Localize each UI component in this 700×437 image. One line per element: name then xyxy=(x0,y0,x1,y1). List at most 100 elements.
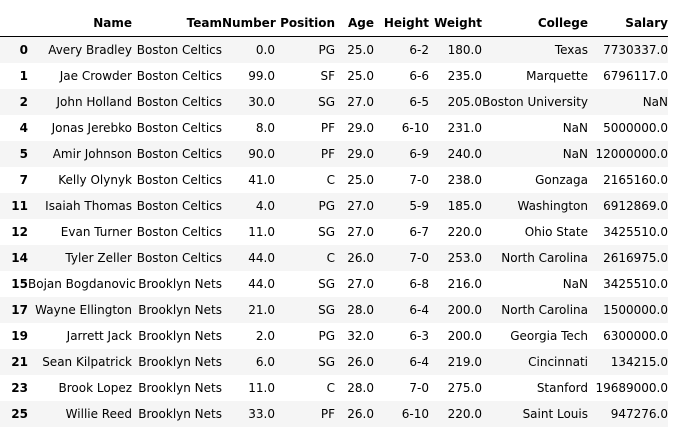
cell-position: SG xyxy=(318,225,335,239)
column-header-age: Age xyxy=(335,10,374,37)
cell-number: 0.0 xyxy=(255,43,275,57)
cell-weight: 231.0 xyxy=(447,121,482,135)
cell-team: Boston Celtics xyxy=(136,69,222,83)
cell-age: 29.0 xyxy=(347,147,374,161)
row-index: 2 xyxy=(19,95,28,109)
cell-age: 28.0 xyxy=(347,303,374,317)
row-index: 4 xyxy=(19,121,28,135)
cell-number: 44.0 xyxy=(248,251,275,265)
cell-age: 26.0 xyxy=(347,355,374,369)
cell-age: 27.0 xyxy=(347,199,374,213)
row-index: 1 xyxy=(19,69,28,83)
cell-salary: 19689000.0 xyxy=(595,381,668,395)
cell-team: Boston Celtics xyxy=(136,225,222,239)
cell-age: 26.0 xyxy=(347,251,374,265)
row-index: 14 xyxy=(11,251,28,265)
cell-name: Willie Reed xyxy=(65,407,132,421)
cell-name: Kelly Olynyk xyxy=(58,173,132,187)
cell-team: Brooklyn Nets xyxy=(138,329,222,343)
cell-age: 29.0 xyxy=(347,121,374,135)
cell-height: 6-10 xyxy=(401,121,429,135)
cell-height: 6-6 xyxy=(409,69,429,83)
cell-college: Boston University xyxy=(482,95,588,109)
cell-height: 6-3 xyxy=(409,329,429,343)
cell-position: SG xyxy=(318,277,335,291)
column-header-salary: Salary xyxy=(588,10,668,37)
cell-salary: 6912869.0 xyxy=(603,199,668,213)
cell-college: Texas xyxy=(554,43,588,57)
table-row: 11 Isaiah Thomas Boston Celtics 4.0 PG 27.0 5-… xyxy=(0,193,668,219)
header-row: Name Team Number Position Age Height Wei… xyxy=(0,10,668,37)
cell-number: 99.0 xyxy=(248,69,275,83)
cell-position: C xyxy=(326,381,335,395)
cell-weight: 185.0 xyxy=(447,199,482,213)
cell-salary: 6300000.0 xyxy=(603,329,668,343)
cell-age: 26.0 xyxy=(347,407,374,421)
cell-number: 2.0 xyxy=(255,329,275,343)
cell-salary: 2616975.0 xyxy=(603,251,668,265)
cell-weight: 180.0 xyxy=(447,43,482,57)
cell-name: Brook Lopez xyxy=(58,381,132,395)
cell-number: 21.0 xyxy=(248,303,275,317)
cell-number: 11.0 xyxy=(248,381,275,395)
index-header xyxy=(0,10,28,37)
cell-salary: 12000000.0 xyxy=(595,147,668,161)
table-row: 7 Kelly Olynyk Boston Celtics 41.0 C 25.0 7-0 2… xyxy=(0,167,668,193)
cell-number: 6.0 xyxy=(255,355,275,369)
cell-age: 27.0 xyxy=(347,225,374,239)
cell-height: 7-0 xyxy=(409,173,429,187)
row-index: 15 xyxy=(11,277,28,291)
cell-age: 25.0 xyxy=(347,69,374,83)
cell-weight: 200.0 xyxy=(447,303,482,317)
cell-weight: 235.0 xyxy=(447,69,482,83)
cell-name: Sean Kilpatrick xyxy=(42,355,132,369)
table-row: 23 Brook Lopez Brooklyn Nets 11.0 C 28.0 7-0 27… xyxy=(0,375,668,401)
cell-name: Amir Johnson xyxy=(52,147,132,161)
row-index: 12 xyxy=(11,225,28,239)
row-index: 7 xyxy=(19,173,28,187)
cell-college: Marquette xyxy=(526,69,588,83)
column-header-position: Position xyxy=(275,10,335,37)
cell-salary: 2165160.0 xyxy=(603,173,668,187)
cell-position: PG xyxy=(318,43,335,57)
cell-height: 7-0 xyxy=(409,381,429,395)
cell-weight: 200.0 xyxy=(447,329,482,343)
cell-salary: 947276.0 xyxy=(610,407,668,421)
cell-age: 32.0 xyxy=(347,329,374,343)
table-row: 0 Avery Bradley Boston Celtics 0.0 PG 25.0 6-2… xyxy=(0,36,668,63)
cell-name: Evan Turner xyxy=(60,225,132,239)
cell-team: Boston Celtics xyxy=(136,173,222,187)
cell-college: Washington xyxy=(517,199,588,213)
cell-salary: 5000000.0 xyxy=(603,121,668,135)
cell-college: NaN xyxy=(562,121,588,135)
cell-college: Cincinnati xyxy=(528,355,588,369)
cell-name: Avery Bradley xyxy=(48,43,132,57)
cell-position: C xyxy=(326,173,335,187)
column-header-team: Team xyxy=(132,10,222,37)
cell-height: 6-2 xyxy=(409,43,429,57)
cell-name: Bojan Bogdanovic xyxy=(28,277,136,291)
cell-age: 27.0 xyxy=(347,95,374,109)
cell-position: SG xyxy=(318,303,335,317)
cell-position: SF xyxy=(320,69,335,83)
dataframe-table: Name Team Number Position Age Height Wei… xyxy=(0,10,668,427)
cell-height: 6-8 xyxy=(409,277,429,291)
cell-height: 6-4 xyxy=(409,303,429,317)
cell-college: Georgia Tech xyxy=(510,329,588,343)
cell-number: 30.0 xyxy=(248,95,275,109)
row-index: 19 xyxy=(11,329,28,343)
table-row: 4 Jonas Jerebko Boston Celtics 8.0 PF 29.0 6-1… xyxy=(0,115,668,141)
cell-college: Stanford xyxy=(536,381,588,395)
cell-number: 4.0 xyxy=(255,199,275,213)
cell-name: John Holland xyxy=(56,95,132,109)
cell-position: PF xyxy=(320,147,335,161)
row-index: 5 xyxy=(19,147,28,161)
cell-height: 5-9 xyxy=(409,199,429,213)
row-index: 11 xyxy=(11,199,28,213)
column-header-weight: Weight xyxy=(429,10,482,37)
table-row: 15 Bojan Bogdanovic Brooklyn Nets 44.0 SG 27.… xyxy=(0,271,668,297)
cell-weight: 205.0 xyxy=(447,95,482,109)
cell-weight: 238.0 xyxy=(447,173,482,187)
cell-name: Tyler Zeller xyxy=(65,251,132,265)
